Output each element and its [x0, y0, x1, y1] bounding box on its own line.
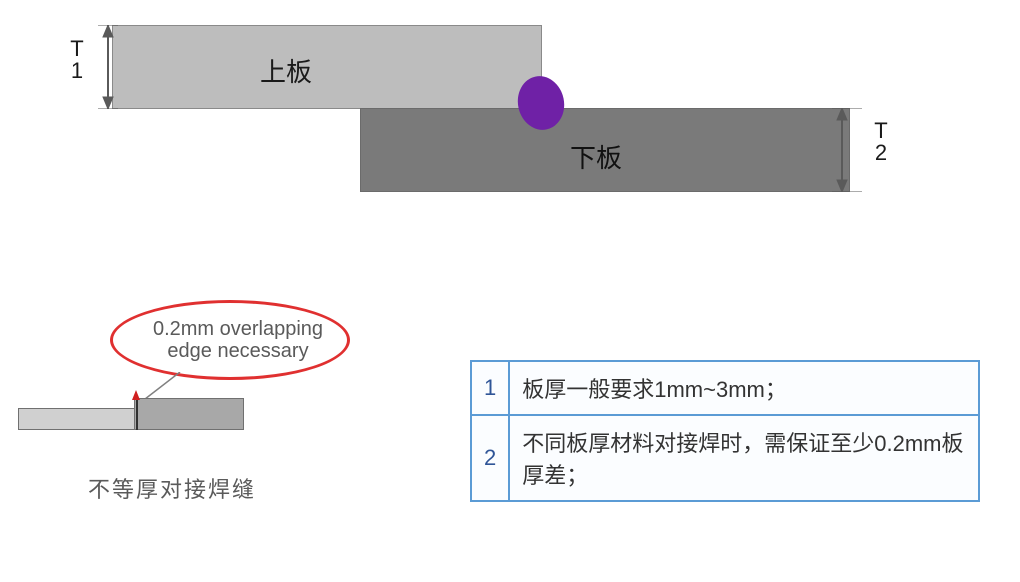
table-row: 1 板厚一般要求1mm~3mm； [471, 361, 979, 415]
figure-root: 上板 下板 T 1 T 2 0.2mm overlapping edge nec… [0, 0, 1020, 582]
requirement-1-text: 板厚一般要求1mm~3mm； [509, 361, 979, 415]
overlap-note-text: 0.2mm overlapping edge necessary [138, 318, 338, 362]
upper-plate-rect [112, 25, 542, 109]
dim-t1-arrow [98, 25, 118, 109]
upper-plate-label: 上板 [260, 52, 312, 89]
table-row: 2 不同板厚材料对接焊时，需保证至少0.2mm板厚差； [471, 415, 979, 501]
dim-t1-label-1: 1 [71, 58, 83, 83]
overlap-note-line2: edge necessary [167, 340, 308, 362]
overlap-caption: 不等厚对接焊缝 [88, 472, 256, 504]
overlap-red-marker-icon [132, 390, 140, 400]
overlap-joint-line [136, 398, 138, 430]
overlap-note-line1: 0.2mm overlapping [153, 318, 323, 340]
overlap-plate-thick [134, 398, 244, 430]
requirements-table: 1 板厚一般要求1mm~3mm； 2 不同板厚材料对接焊时，需保证至少0.2mm… [470, 360, 980, 502]
dim-t2-label-2: 2 [875, 140, 887, 165]
requirement-1-number: 1 [471, 361, 509, 415]
dim-t1-label: T 1 [62, 38, 92, 82]
requirement-2-number: 2 [471, 415, 509, 501]
lower-plate-label: 下板 [570, 138, 622, 175]
dim-t2-arrow [832, 108, 862, 192]
overlap-plate-thin [18, 408, 138, 430]
dim-t2-label: T 2 [866, 120, 896, 164]
requirement-2-text: 不同板厚材料对接焊时，需保证至少0.2mm板厚差； [509, 415, 979, 501]
